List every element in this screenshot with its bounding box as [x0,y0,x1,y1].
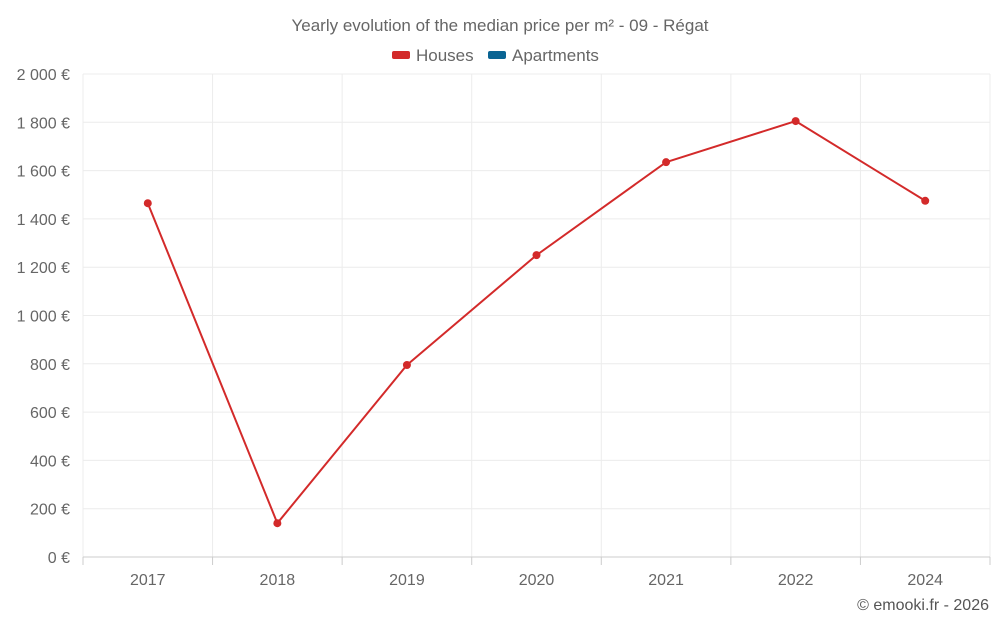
legend: Houses Apartments [392,46,599,65]
y-tick-label: 800 € [30,357,70,374]
y-gridlines [83,73,990,558]
chart-title: Yearly evolution of the median price per… [291,16,708,35]
legend-item-apartments[interactable]: Apartments [488,46,599,65]
x-tick-label: 2019 [389,572,425,589]
x-tick-label: 2024 [907,572,943,589]
y-tick-label: 1 400 € [17,212,70,229]
legend-label-houses: Houses [416,46,474,65]
x-tick-label: 2021 [648,572,684,589]
legend-label-apartments: Apartments [512,46,599,65]
y-tick-label: 400 € [30,453,70,470]
data-point[interactable] [791,117,800,126]
x-tick-label: 2022 [778,572,814,589]
data-point[interactable] [273,519,282,528]
y-tick-label: 2 000 € [17,67,70,84]
y-tick-label: 1 200 € [17,260,70,277]
y-tick-label: 200 € [30,502,70,519]
y-axis: 0 € 200 € 400 € 600 € 800 € 1 000 € 1 200 € 1 4… [17,67,70,567]
y-tick-label: 1 000 € [17,309,70,326]
y-tick-label: 600 € [30,405,70,422]
data-point[interactable] [143,199,152,208]
data-point[interactable] [921,196,930,205]
credit-text[interactable]: © emooki.fr - 2026 [857,597,989,614]
y-tick-label: 1 600 € [17,164,70,181]
data-point[interactable] [662,158,671,167]
series-line [146,120,926,525]
y-tick-label: 1 800 € [17,115,70,132]
y-tick-label: 0 € [48,550,70,567]
data-point[interactable] [532,251,541,260]
legend-swatch-apartments [488,51,506,59]
x-tick-label: 2018 [260,572,296,589]
x-axis: 2017 2018 2019 2020 2021 2022 2024 [82,557,991,589]
data-point[interactable] [402,361,411,370]
x-gridlines [82,74,991,557]
legend-swatch-houses [392,51,410,59]
x-tick-label: 2017 [130,572,166,589]
x-tick-label: 2020 [519,572,555,589]
legend-item-houses[interactable]: Houses [392,46,474,65]
series-houses [143,117,930,528]
